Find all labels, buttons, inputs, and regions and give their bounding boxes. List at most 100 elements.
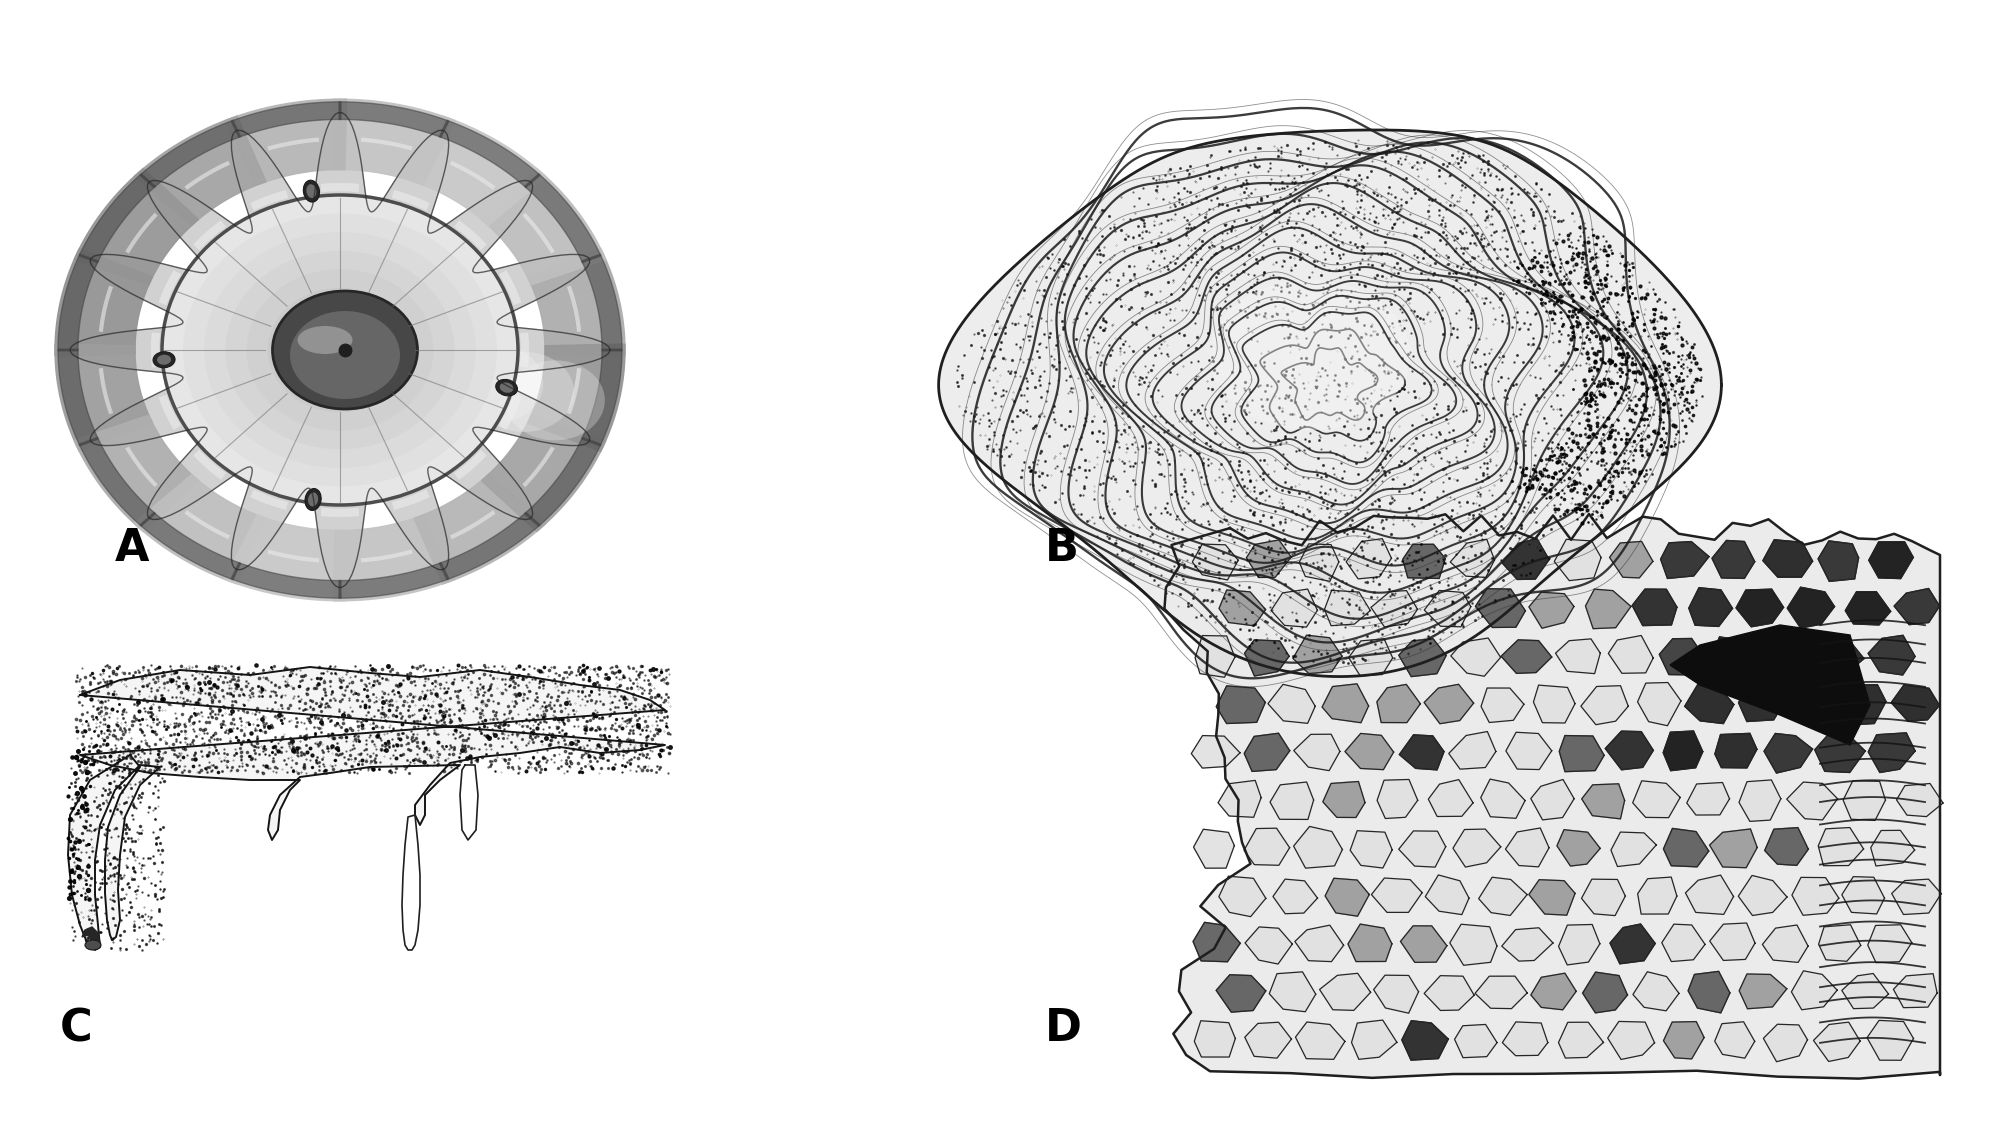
Polygon shape xyxy=(1688,587,1732,627)
Polygon shape xyxy=(80,438,156,526)
Polygon shape xyxy=(1216,974,1266,1012)
Polygon shape xyxy=(1482,688,1524,722)
Polygon shape xyxy=(1894,588,1940,624)
Polygon shape xyxy=(1322,684,1368,722)
Polygon shape xyxy=(1502,928,1552,961)
Polygon shape xyxy=(1558,925,1600,965)
Polygon shape xyxy=(482,169,606,285)
Polygon shape xyxy=(1324,591,1370,626)
Polygon shape xyxy=(1398,831,1446,867)
Polygon shape xyxy=(1374,975,1418,1014)
Polygon shape xyxy=(1762,640,1810,675)
Polygon shape xyxy=(1528,592,1574,628)
Ellipse shape xyxy=(306,488,322,511)
Polygon shape xyxy=(582,254,622,351)
Polygon shape xyxy=(1892,685,1940,721)
Polygon shape xyxy=(1662,924,1706,962)
Polygon shape xyxy=(1638,878,1676,915)
Polygon shape xyxy=(1196,636,1234,677)
Ellipse shape xyxy=(290,310,400,399)
Polygon shape xyxy=(1506,828,1550,867)
Ellipse shape xyxy=(382,326,482,407)
Polygon shape xyxy=(1638,683,1680,726)
Polygon shape xyxy=(56,249,152,356)
Polygon shape xyxy=(528,249,624,356)
Polygon shape xyxy=(1370,591,1418,627)
Ellipse shape xyxy=(474,352,574,432)
Polygon shape xyxy=(74,169,198,285)
Polygon shape xyxy=(74,415,198,531)
Polygon shape xyxy=(80,174,156,262)
Polygon shape xyxy=(402,814,420,950)
Polygon shape xyxy=(1244,734,1290,772)
Polygon shape xyxy=(1844,781,1886,820)
Polygon shape xyxy=(224,515,346,601)
Polygon shape xyxy=(1610,541,1652,578)
Polygon shape xyxy=(1868,732,1916,773)
Polygon shape xyxy=(1164,514,1940,1079)
Ellipse shape xyxy=(500,382,514,393)
Polygon shape xyxy=(1632,972,1678,1010)
Polygon shape xyxy=(1870,830,1914,866)
Ellipse shape xyxy=(246,269,434,431)
Polygon shape xyxy=(1818,541,1858,582)
Polygon shape xyxy=(1740,974,1786,1009)
Polygon shape xyxy=(1896,783,1942,817)
Polygon shape xyxy=(1270,972,1316,1011)
Polygon shape xyxy=(1348,924,1392,962)
Polygon shape xyxy=(1320,973,1370,1010)
Polygon shape xyxy=(1480,780,1526,818)
Polygon shape xyxy=(1424,591,1470,627)
Polygon shape xyxy=(58,349,98,446)
Polygon shape xyxy=(1450,539,1494,577)
Polygon shape xyxy=(1686,875,1734,915)
Polygon shape xyxy=(140,120,240,188)
Polygon shape xyxy=(1450,638,1500,676)
Polygon shape xyxy=(1378,780,1418,819)
Polygon shape xyxy=(1402,1020,1448,1060)
Ellipse shape xyxy=(444,343,544,423)
Polygon shape xyxy=(1842,876,1884,914)
Polygon shape xyxy=(1376,684,1420,722)
Polygon shape xyxy=(1738,875,1788,916)
Polygon shape xyxy=(338,102,448,137)
Polygon shape xyxy=(1586,590,1630,629)
Polygon shape xyxy=(1664,731,1702,771)
Ellipse shape xyxy=(304,180,320,202)
Ellipse shape xyxy=(272,291,418,410)
Polygon shape xyxy=(1582,972,1628,1012)
Polygon shape xyxy=(1580,686,1628,724)
Ellipse shape xyxy=(310,325,370,375)
Polygon shape xyxy=(482,415,606,531)
Polygon shape xyxy=(1476,588,1526,628)
Polygon shape xyxy=(1556,639,1600,674)
Polygon shape xyxy=(1792,971,1838,1010)
Polygon shape xyxy=(1530,973,1576,1010)
Polygon shape xyxy=(1300,543,1338,582)
Polygon shape xyxy=(1268,684,1316,723)
Ellipse shape xyxy=(84,940,100,950)
Ellipse shape xyxy=(412,335,512,415)
Polygon shape xyxy=(68,755,160,949)
Polygon shape xyxy=(1560,736,1604,772)
Polygon shape xyxy=(1426,875,1468,915)
Polygon shape xyxy=(232,102,342,137)
Polygon shape xyxy=(1846,592,1890,624)
Polygon shape xyxy=(1670,626,1870,745)
Polygon shape xyxy=(1788,587,1834,628)
Polygon shape xyxy=(1664,1022,1704,1059)
Polygon shape xyxy=(1818,925,1860,961)
Polygon shape xyxy=(82,927,100,947)
Polygon shape xyxy=(1816,639,1864,674)
Polygon shape xyxy=(1686,783,1730,814)
Polygon shape xyxy=(1294,827,1342,868)
Polygon shape xyxy=(1892,879,1942,915)
Polygon shape xyxy=(1294,735,1340,771)
Polygon shape xyxy=(1454,1025,1498,1058)
Polygon shape xyxy=(1528,880,1576,915)
Polygon shape xyxy=(1818,828,1864,866)
Polygon shape xyxy=(1610,832,1656,866)
Polygon shape xyxy=(1868,636,1916,675)
Polygon shape xyxy=(1738,684,1784,721)
Polygon shape xyxy=(1502,640,1552,674)
